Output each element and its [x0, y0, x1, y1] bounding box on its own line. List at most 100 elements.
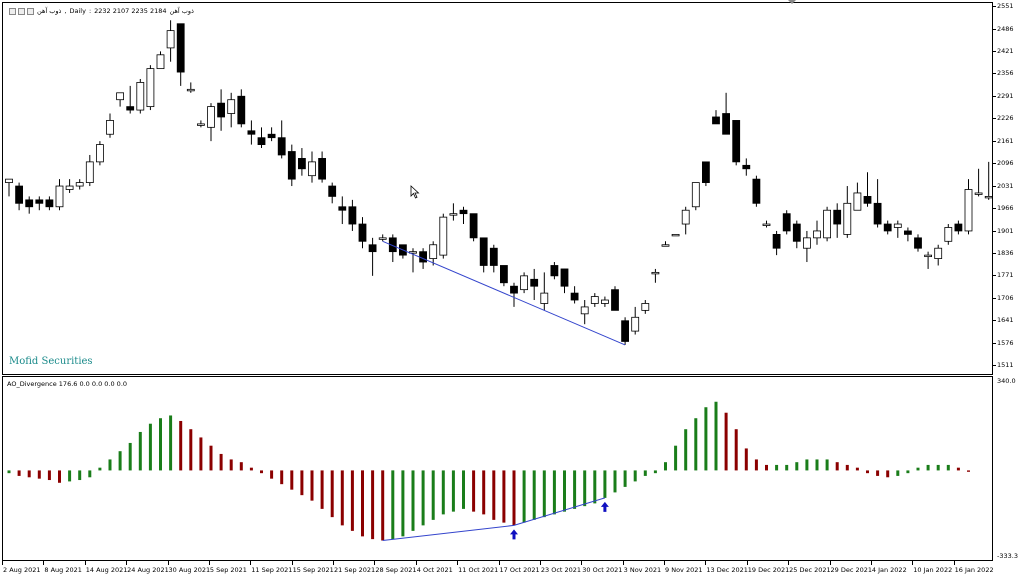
- candle-body-up: [207, 106, 215, 128]
- candle-body-up: [964, 189, 973, 232]
- candle: [106, 113, 114, 138]
- window-controls[interactable]: [9, 7, 34, 15]
- date-axis-tick: [622, 561, 624, 565]
- candle-body-up: [65, 185, 74, 190]
- date-axis-label: 3 Nov 2021: [623, 566, 662, 574]
- candle: [934, 244, 943, 266]
- candle: [388, 234, 397, 263]
- candle: [267, 127, 276, 142]
- candle: [782, 210, 791, 235]
- candle-body-down: [297, 158, 306, 170]
- candle: [631, 306, 640, 335]
- date-axis-tick: [250, 561, 252, 565]
- candle-body-up: [106, 120, 114, 135]
- candle-body-down: [954, 223, 963, 232]
- close-icon[interactable]: [27, 7, 34, 15]
- candle: [398, 244, 407, 259]
- indicator-panel[interactable]: AO_Divergence 176.6 0.0 0.0 0.0 0.0: [2, 376, 993, 561]
- date-axis-tick: [167, 561, 169, 565]
- candle: [974, 168, 983, 197]
- price-axis-label: 2551: [997, 2, 1014, 11]
- candle: [954, 220, 963, 235]
- date-axis-tick: [457, 561, 459, 565]
- candle: [308, 151, 316, 183]
- candle: [25, 196, 34, 214]
- date-axis[interactable]: 2 Aug 2021 8 Aug 2021 14 Aug 2021 24 Aug 20…: [0, 561, 994, 579]
- candle: [570, 286, 579, 304]
- osc-axis-top-label: 340.0: [997, 377, 1016, 385]
- date-axis-tick: [126, 561, 128, 565]
- date-axis-label: 23 Oct 2021: [540, 566, 582, 574]
- price-axis-tick: [993, 28, 996, 30]
- candle: [702, 161, 710, 187]
- candle: [601, 296, 609, 307]
- candle: [247, 120, 256, 145]
- candle-body-up: [651, 271, 660, 275]
- price-axis-tick: [993, 185, 996, 187]
- candle-body-down: [338, 206, 347, 211]
- price-axis-tick: [993, 320, 996, 322]
- candle: [833, 203, 842, 238]
- candle: [96, 141, 104, 166]
- date-axis-label: 5 Sep 2021: [209, 566, 247, 574]
- candle: [35, 196, 44, 211]
- price-axis-label: 2031: [997, 181, 1014, 190]
- candle: [207, 103, 215, 142]
- price-axis-label: 1576: [997, 338, 1014, 347]
- price-axis-tick: [993, 297, 996, 299]
- candle-body-up: [136, 82, 145, 111]
- date-axis-label: 4 Oct 2021: [416, 566, 453, 574]
- candle: [489, 244, 498, 273]
- candle: [964, 179, 973, 235]
- price-axis-label: 2096: [997, 159, 1014, 168]
- price-axis-tick: [993, 6, 996, 8]
- date-axis-tick: [870, 561, 872, 565]
- candle: [681, 206, 690, 235]
- candle: [580, 300, 589, 325]
- candle-body-down: [499, 265, 508, 284]
- panel-grip-icon[interactable]: [788, 0, 796, 4]
- price-axis-tick: [993, 208, 996, 210]
- candle-body-up: [924, 254, 932, 258]
- candle: [792, 220, 801, 249]
- price-chart-panel[interactable]: ذوب آهن, Daily: 2232 2107 2235 2184 ذوب …: [2, 2, 993, 375]
- price-axis-label: 1511: [997, 361, 1014, 370]
- candle-body-down: [489, 247, 498, 266]
- candle-body-up: [227, 99, 236, 114]
- candle: [318, 151, 327, 183]
- candle: [227, 92, 236, 128]
- candle-body-down: [277, 137, 286, 156]
- candle: [530, 268, 539, 301]
- candle-body-up: [813, 230, 821, 239]
- restore-icon[interactable]: [18, 7, 25, 15]
- candle-body-up: [681, 209, 690, 225]
- candle-body-down: [722, 113, 730, 135]
- price-axis-tick: [993, 51, 996, 52]
- candle-body-down: [479, 237, 488, 266]
- date-axis-tick: [829, 561, 831, 565]
- price-axis[interactable]: 2551 2486 2421 2356 2291 2226 2161 2096 2031 1966…: [993, 2, 1024, 375]
- candle: [136, 78, 145, 114]
- candle-body-down: [752, 178, 761, 204]
- date-axis-label: 8 Aug 2021: [44, 566, 82, 574]
- candle-body-up: [520, 275, 528, 291]
- oscillator-axis[interactable]: 340.0 -333.3: [993, 376, 1024, 561]
- candle: [217, 89, 226, 131]
- date-axis-label: 11 Sep 2021: [251, 566, 293, 574]
- candle: [944, 224, 953, 245]
- date-axis-label: 29 Dec 2021: [830, 566, 873, 574]
- date-axis-tick: [539, 561, 541, 565]
- candle-body-up: [429, 244, 438, 259]
- candle-body-up: [944, 227, 953, 242]
- candle: [691, 182, 700, 211]
- price-axis-tick: [993, 230, 996, 232]
- candle: [742, 158, 751, 176]
- price-axis-label: 2161: [997, 136, 1014, 145]
- candle-body-down: [792, 223, 801, 242]
- minimize-icon[interactable]: [9, 7, 16, 15]
- candle-body-up: [146, 68, 155, 108]
- candle: [752, 175, 761, 207]
- candle-body-up: [449, 213, 458, 216]
- candle-body-down: [25, 199, 34, 208]
